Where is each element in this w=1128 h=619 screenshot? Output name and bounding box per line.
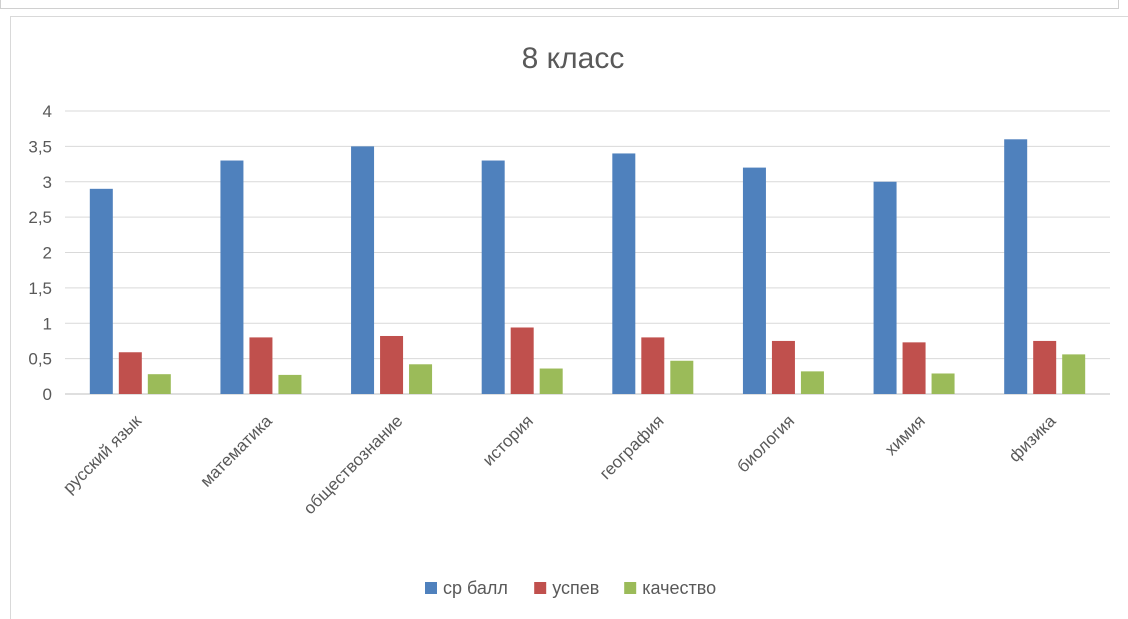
category-labels: русский язык математика обществознание исто…: [59, 411, 1060, 518]
bar-ср-балл: [742, 167, 766, 394]
bar-качество: [670, 360, 694, 394]
legend-label: успев: [552, 578, 599, 598]
chart-title: 8 класс: [522, 42, 625, 75]
bar-ср-балл: [612, 153, 636, 394]
bar-ср-балл: [89, 188, 113, 394]
category-label: география: [596, 411, 668, 483]
bar-успев: [1033, 340, 1057, 394]
top-frame: [0, 0, 1119, 9]
category-label: русский язык: [59, 411, 145, 497]
y-tick-label: 2: [43, 244, 52, 263]
legend-swatch: [534, 582, 547, 594]
category-label: физика: [1005, 411, 1060, 466]
bar-успев: [249, 337, 273, 394]
bar-ср-балл: [1004, 139, 1028, 394]
category-label: история: [479, 411, 537, 469]
bar-качество: [931, 373, 955, 394]
y-tick-label: 3: [43, 173, 52, 192]
y-tick-label: 1: [43, 314, 52, 333]
bar-качество: [409, 364, 433, 394]
y-tick-labels: 0 0,5 1 1,5 2 2,5 3 3,5 4: [28, 102, 52, 404]
y-tick-label: 0: [43, 385, 52, 404]
bar-успев: [641, 337, 665, 394]
bar-ср-балл: [220, 160, 244, 394]
y-tick-label: 1,5: [28, 279, 52, 298]
bar-качество: [800, 371, 824, 394]
legend-label: ср балл: [443, 578, 508, 598]
bar-успев: [118, 352, 142, 394]
bar-ср-балл: [351, 146, 375, 394]
bar-успев: [510, 327, 534, 394]
bars: [89, 139, 1086, 394]
y-tick-label: 3,5: [28, 137, 52, 156]
bar-успев: [771, 340, 795, 394]
bar-ср-балл: [873, 181, 897, 394]
y-tick-label: 4: [43, 102, 52, 121]
bar-качество: [278, 374, 302, 394]
bar-качество: [539, 368, 563, 394]
category-label: обществознание: [300, 411, 407, 518]
legend: ср балл успев качество: [425, 578, 716, 598]
category-label: биология: [733, 411, 798, 476]
y-tick-label: 0,5: [28, 350, 52, 369]
legend-swatch: [425, 582, 437, 594]
chart-frame: [10, 16, 1128, 619]
bar-успев: [380, 335, 404, 394]
category-label: математика: [196, 411, 276, 491]
bar-качество: [1062, 354, 1086, 394]
y-tick-label: 2,5: [28, 208, 52, 227]
bar-качество: [147, 374, 171, 394]
bar-ср-балл: [481, 160, 505, 394]
category-label: химия: [881, 411, 929, 459]
legend-label: качество: [642, 578, 716, 598]
legend-swatch: [624, 582, 637, 594]
bar-успев: [902, 342, 926, 394]
